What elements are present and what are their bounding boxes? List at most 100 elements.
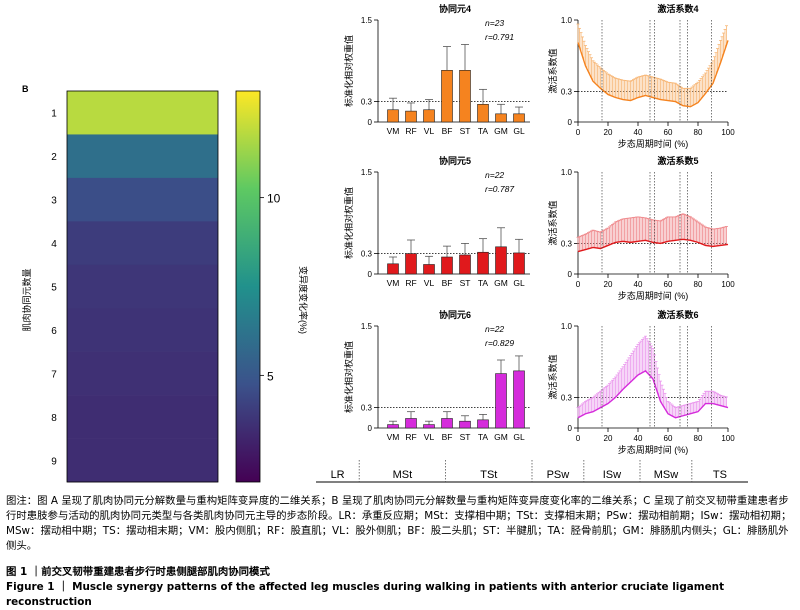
bar-y-tick-label: 0.3	[361, 404, 373, 413]
bar-y-tick-label: 1.5	[361, 16, 373, 25]
bar-mark	[405, 253, 417, 275]
bar-y-tick-label: 1.5	[361, 322, 373, 331]
heatmap-row-label: 3	[51, 196, 57, 207]
bar-category-label: ST	[460, 278, 471, 288]
bar-category-label: RF	[405, 432, 416, 442]
bar-y-tick-label: 0	[368, 118, 373, 127]
synergy-n: n=23	[485, 18, 504, 28]
activation-xlabel: 步态周期时间 (%)	[618, 138, 689, 149]
bar-mark	[405, 110, 417, 123]
colorbar-tick-label: 5	[267, 369, 274, 383]
bar-mark	[405, 418, 417, 429]
heatmap-colorbar: 5 10	[235, 90, 281, 483]
bar-mark	[441, 418, 453, 429]
heatmap-cell	[67, 134, 218, 179]
heatmap-row-label: 4	[51, 239, 57, 250]
phase-label: MSt	[393, 469, 413, 481]
bar-ylabel: 标准化相对权重值	[343, 341, 354, 413]
bar-mark	[477, 251, 489, 275]
activation-x-tick-label: 40	[634, 128, 643, 137]
activation-title: 激活系数5	[657, 155, 698, 166]
bar-category-label: VL	[424, 278, 435, 288]
activation-xlabel: 步态周期时间 (%)	[618, 444, 689, 455]
heatmap-cells	[66, 90, 219, 483]
activation-y-tick-label: 1.0	[561, 16, 573, 25]
bar-y-tick-label: 0.3	[361, 250, 373, 259]
figure-title-en: Figure 1 ｜ Muscle synergy patterns of th…	[6, 581, 725, 608]
heatmap-cell	[67, 438, 218, 483]
bar-category-label: GM	[494, 432, 508, 442]
activation-x-tick-label: 100	[721, 280, 735, 289]
activation-ylabel: 激活系数值	[547, 200, 558, 245]
activation-line	[577, 370, 729, 419]
heatmap-row-label: 5	[51, 283, 57, 294]
heatmap-row-labels: 1 2 3 4 5 6 7 8 9	[51, 109, 57, 468]
heatmap-ylabel: 肌肉协同元数量	[21, 268, 32, 331]
heatmap-cell	[67, 308, 218, 352]
activation-x-tick-label: 80	[694, 280, 703, 289]
bar-ylabel: 标准化相对权重值	[343, 35, 354, 107]
heatmap-row-label: 7	[51, 369, 57, 380]
bar-mark	[477, 419, 489, 429]
activation-y-tick-label: 1.0	[561, 322, 573, 331]
activation-xlabel: 步态周期时间 (%)	[618, 290, 689, 301]
synergy-title: 协同元6	[439, 309, 471, 320]
bar-category-label: GL	[513, 126, 525, 136]
bar-mark	[495, 246, 507, 275]
bar-category-label: BF	[442, 126, 453, 136]
bar-y-tick-label: 1.5	[361, 168, 373, 177]
activation-line	[577, 40, 729, 108]
activation-x-tick-label: 40	[634, 280, 643, 289]
phase-label: ISw	[603, 469, 621, 481]
bar-mark	[459, 70, 471, 123]
activation-ylabel: 激活系数值	[547, 48, 558, 93]
heatmap-cell	[67, 395, 218, 439]
activation-x-tick-label: 0	[576, 280, 581, 289]
bar-mark	[441, 256, 453, 275]
bar-category-label: VM	[387, 278, 400, 288]
colorbar-label: 变异度变化率(%)	[298, 266, 309, 334]
heatmap-row-label: 2	[51, 152, 57, 163]
synergy-bar-chart: 协同元5 n=22 r=0.787 标准化相对权重值 0 0.3 1.5 VM RF VL BF ST…	[343, 155, 530, 288]
synergy-n: n=22	[485, 170, 504, 180]
bar-mark	[477, 104, 489, 123]
bar-mark	[441, 70, 453, 123]
activation-x-tick-label: 60	[664, 280, 673, 289]
activation-title: 激活系数4	[657, 3, 698, 14]
bar-mark	[513, 370, 525, 429]
activation-chart: 激活系数4 激活系数值 0 0.3 1.0 0 20 40 60 80 100 步态周期时间 (%)	[547, 3, 735, 149]
colorbar-tick-label: 10	[267, 192, 281, 206]
heatmap-row-label: 9	[51, 456, 57, 467]
heatmap-row-label: 6	[51, 326, 57, 337]
bar-category-label: GM	[494, 126, 508, 136]
activation-y-tick-label: 0.3	[561, 87, 573, 96]
bar-category-label: TA	[478, 278, 489, 288]
bar-mark	[387, 263, 399, 275]
activation-x-tick-label: 80	[694, 128, 703, 137]
activation-line	[577, 238, 729, 253]
bar-category-label: BF	[442, 432, 453, 442]
heatmap-frame	[66, 90, 219, 483]
bar-category-label: GL	[513, 432, 525, 442]
bar-category-label: TA	[478, 432, 489, 442]
synergy-r: r=0.791	[485, 32, 514, 42]
bar-mark	[459, 420, 471, 429]
figure-note: 图注：图 A 呈现了肌肉协同元分解数量与重构矩阵变异度的二维关系；B 呈现了肌肉…	[6, 495, 792, 552]
activation-x-tick-label: 0	[576, 434, 581, 443]
bar-category-label: BF	[442, 278, 453, 288]
bar-y-tick-label: 0.3	[361, 98, 373, 107]
bar-category-label: ST	[460, 126, 471, 136]
phase-label: TS	[713, 469, 727, 481]
bar-y-tick-label: 0	[368, 424, 373, 433]
activation-ylabel: 激活系数值	[547, 354, 558, 399]
heatmap-row-label: 1	[51, 109, 57, 120]
synergy-title: 协同元4	[439, 3, 471, 14]
activation-x-tick-label: 0	[576, 128, 581, 137]
bar-mark	[459, 254, 471, 275]
activation-y-tick-label: 0	[568, 118, 573, 127]
synergy-title: 协同元5	[439, 155, 471, 166]
phase-label: MSw	[654, 469, 679, 481]
bar-mark	[423, 264, 435, 275]
bar-mark	[423, 109, 435, 123]
heatmap-cell	[67, 351, 218, 396]
